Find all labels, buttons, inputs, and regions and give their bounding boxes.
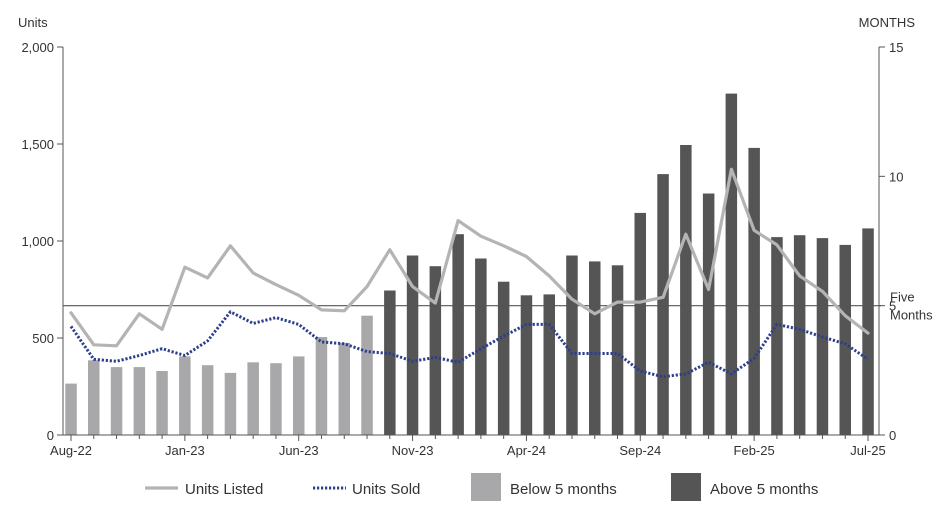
left-tick-label: 1,000 [21,234,54,249]
left-tick-label: 1,500 [21,137,54,152]
left-tick-label: 2,000 [21,40,54,55]
bar-below-5-months-Sep-23 [361,315,373,435]
left-tick-label: 0 [47,428,54,443]
bar-above-5-months-Sep-24 [634,212,646,435]
bar-below-5-months-Jul-23 [315,337,328,435]
legend-label-units-sold: Units Sold [352,481,420,498]
right-axis-title: MONTHS [859,15,916,30]
axes-layer: 0 500 1,000 1,500 2,000 0 5 10 15 Aug-22 Jan-23 Jun… [21,40,903,458]
bar-above-5-months-Apr-24 [520,295,533,435]
reference-label-line1: Five [890,290,915,305]
bar-below-5-months-Aug-23 [338,342,350,435]
bar-above-5-months-Jan-24 [452,234,464,435]
x-tick-label: Sep-24 [619,443,661,458]
left-tick-label: 500 [32,331,54,346]
bar-above-5-months-May-24 [543,294,555,435]
bar-above-5-months-Oct-23 [384,290,396,435]
lines-layer [69,167,870,379]
reference-label-line2: Months [890,308,933,323]
bar-below-5-months-Nov-22 [133,367,146,435]
bar-below-5-months-Dec-22 [156,371,168,435]
bar-below-5-months-May-23 [270,363,282,435]
line-units-sold [69,310,869,379]
x-tick-label: Aug-22 [50,443,92,458]
bar-below-5-months-Mar-23 [224,372,237,435]
bar-above-5-months-Mar-24 [497,281,510,435]
bar-below-5-months-Jun-23 [293,356,305,435]
right-tick-label: 10 [889,169,903,184]
bar-below-5-months-Aug-22 [65,383,77,435]
bar-below-5-months-Feb-23 [201,365,214,435]
legend-label-above-5-months: Above 5 months [710,481,818,498]
x-tick-label: Nov-23 [392,443,434,458]
bar-above-5-months-Jun-25 [839,244,851,435]
bar-above-5-months-Nov-24 [680,145,692,435]
bar-above-5-months-Jul-24 [589,261,601,435]
legend-label-below-5-months: Below 5 months [510,481,617,498]
bar-below-5-months-Jan-23 [179,356,191,435]
legend-swatch-below-5-months [471,473,501,501]
reference-layer: Five Months [63,290,933,323]
x-tick-label: Jan-23 [165,443,205,458]
bar-below-5-months-Apr-23 [247,362,259,436]
right-tick-label: 0 [889,428,896,443]
line-units-listed [69,167,870,348]
bar-above-5-months-Nov-23 [406,255,419,435]
right-tick-label: 5 [889,299,896,314]
bar-above-5-months-Feb-25 [748,147,760,435]
bar-above-5-months-Oct-24 [657,174,669,435]
right-tick-label: 15 [889,40,903,55]
bar-below-5-months-Sep-22 [88,360,100,435]
legend-label-units-listed: Units Listed [185,481,263,498]
bars-layer [65,93,874,436]
bar-above-5-months-Mar-25 [771,237,783,435]
bar-below-5-months-Oct-22 [110,367,123,435]
legend-swatch-above-5-months [671,473,701,501]
bar-above-5-months-Feb-24 [475,258,487,435]
bar-above-5-months-Jun-24 [566,255,578,435]
x-tick-label: Jun-23 [279,443,319,458]
x-tick-label: Feb-25 [734,443,775,458]
bar-above-5-months-Jan-25 [725,93,738,435]
chart-legend: Units Listed Units Sold Below 5 months Abov… [145,473,818,501]
bar-above-5-months-Dec-24 [702,193,715,435]
x-tick-label: Apr-24 [507,443,546,458]
bar-above-5-months-Aug-24 [611,265,624,436]
left-axis-title: Units [18,15,48,30]
bar-above-5-months-Dec-23 [429,266,442,435]
bar-above-5-months-Apr-25 [793,235,806,435]
x-tick-label: Jul-25 [850,443,885,458]
